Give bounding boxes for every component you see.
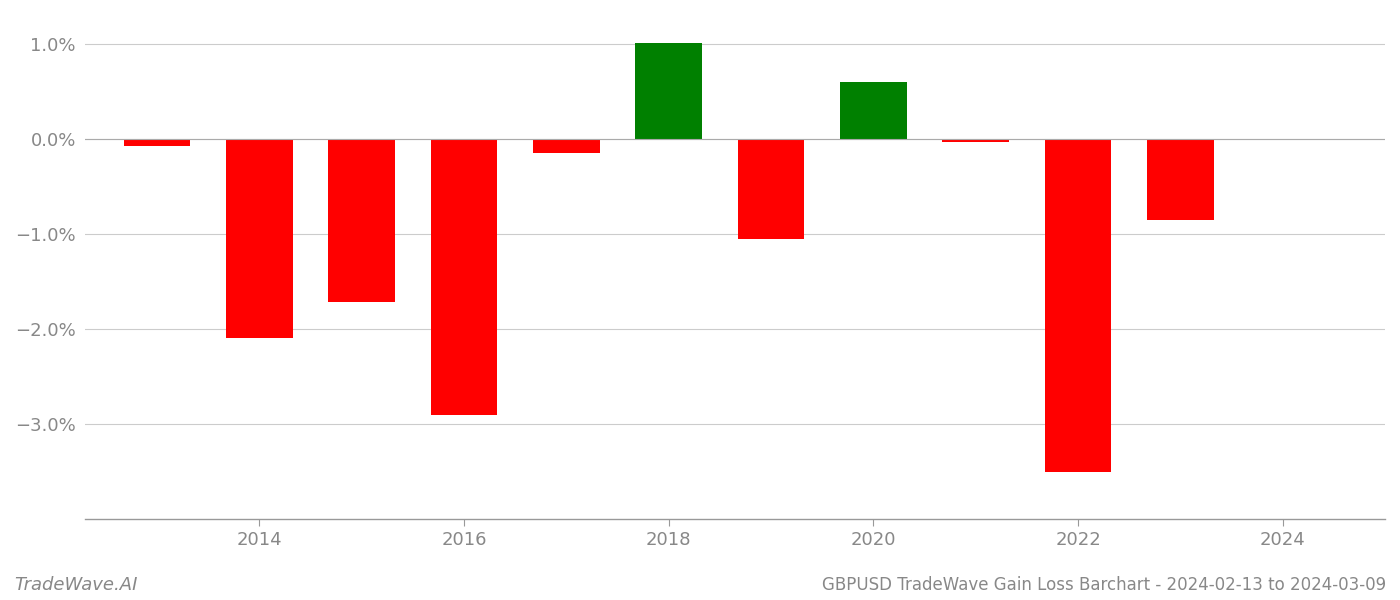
Bar [431,139,497,415]
Bar [942,139,1009,142]
Bar [227,139,293,338]
Bar [840,82,907,139]
Text: GBPUSD TradeWave Gain Loss Barchart - 2024-02-13 to 2024-03-09: GBPUSD TradeWave Gain Loss Barchart - 20… [822,576,1386,594]
Bar [533,139,599,153]
Bar [1147,139,1214,220]
Text: TradeWave.AI: TradeWave.AI [14,576,137,594]
Bar [1044,139,1112,472]
Bar [329,139,395,302]
Bar [123,139,190,146]
Bar [636,43,701,139]
Bar [738,139,805,239]
